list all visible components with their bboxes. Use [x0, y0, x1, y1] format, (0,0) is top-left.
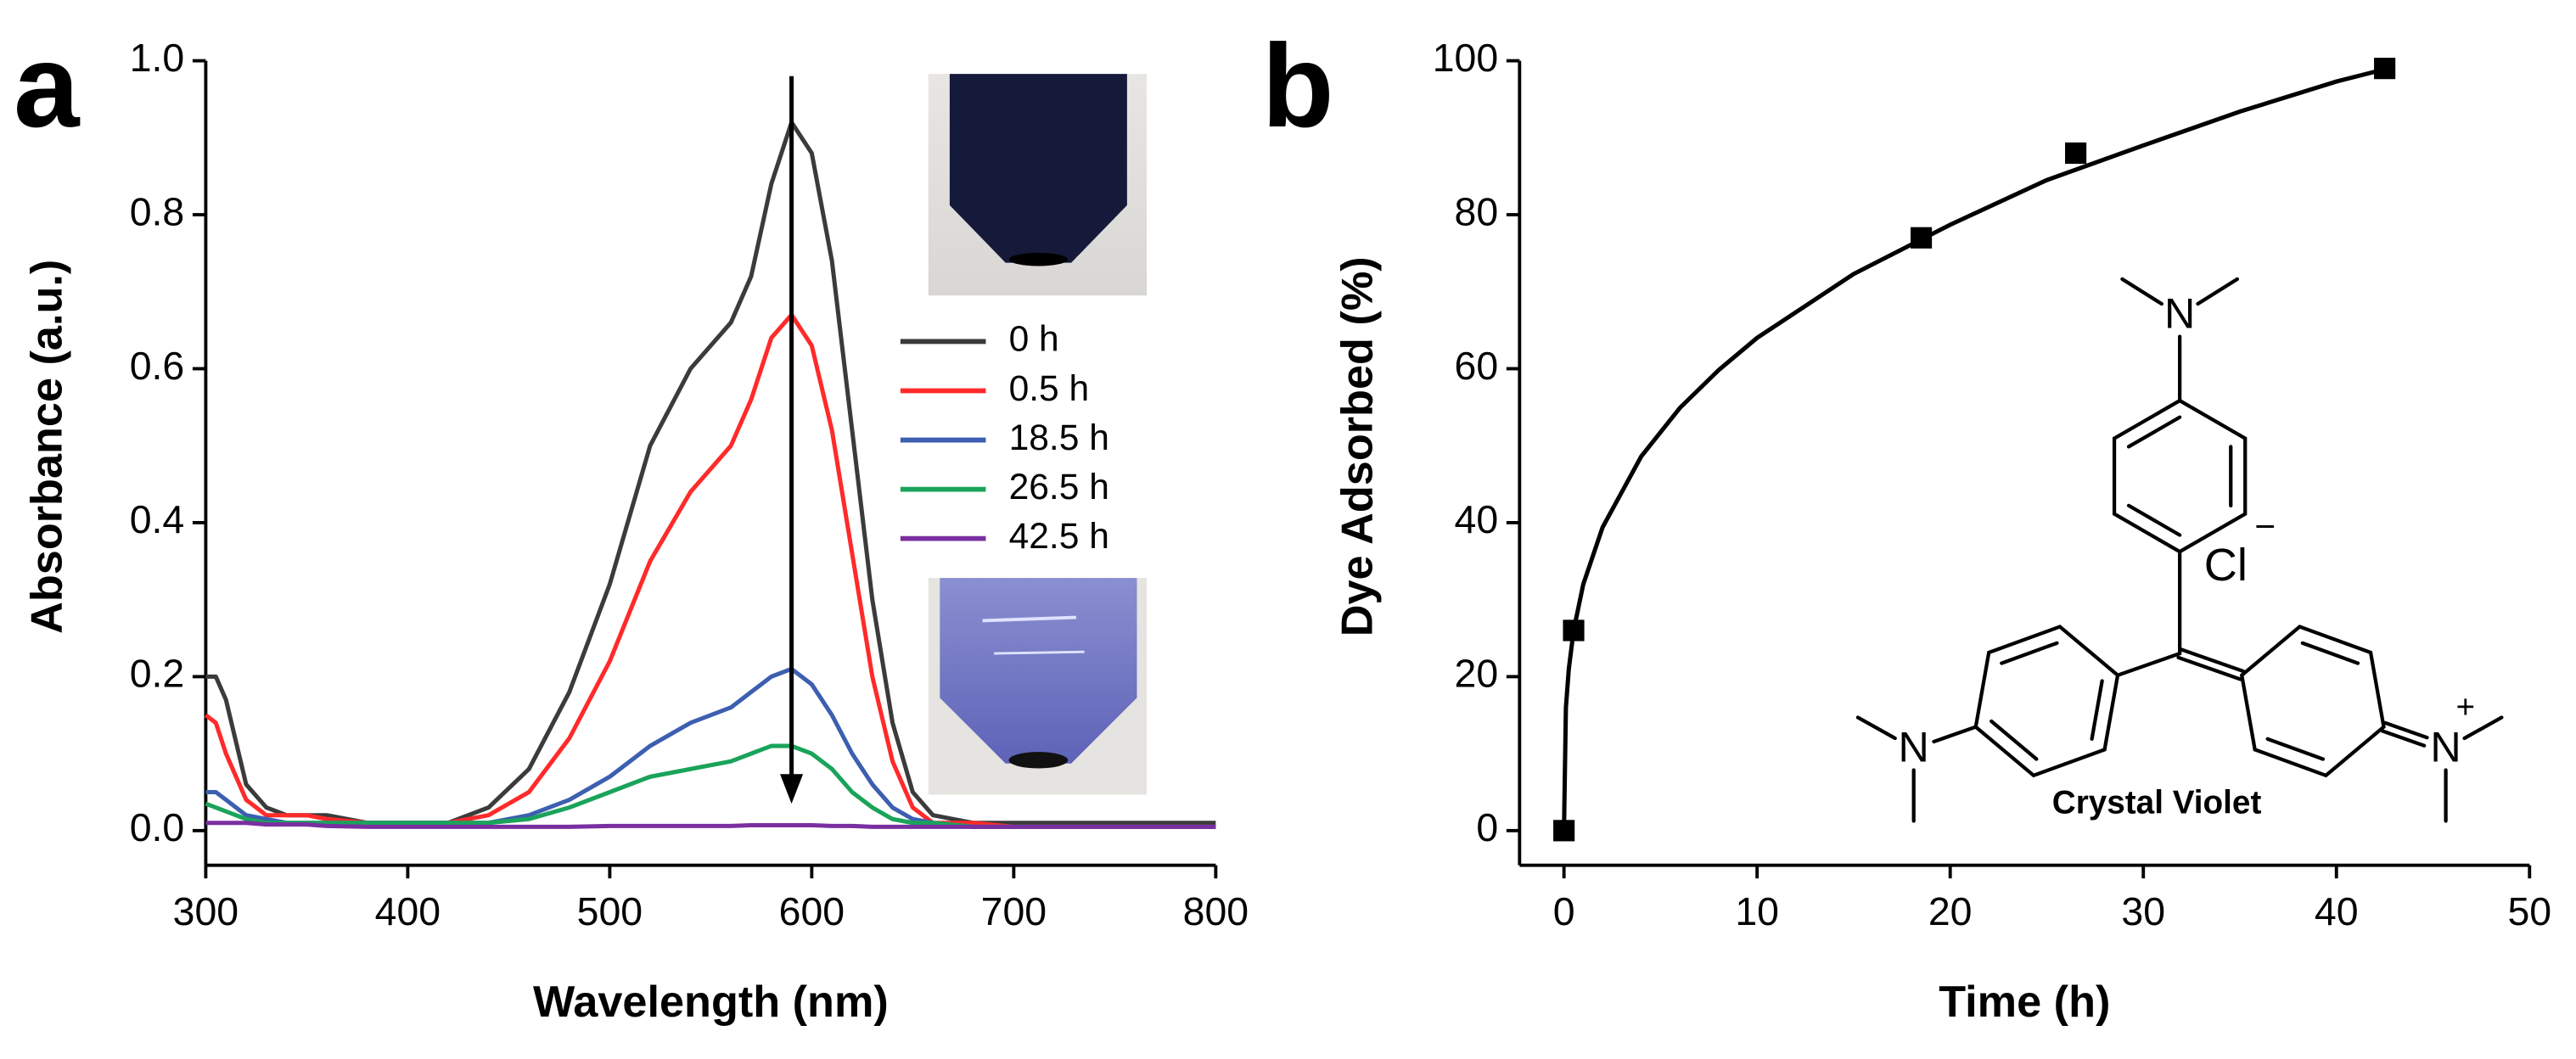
- legend-label: 0 h: [1009, 319, 1059, 360]
- ring-double-bond: [2300, 641, 2360, 665]
- legend-label: 26.5 h: [1009, 467, 1109, 507]
- x-tick-label: 30: [2121, 889, 2165, 933]
- ring-double-bond: [2000, 641, 2059, 665]
- x-axis-title: Time (h): [1939, 978, 2110, 1027]
- y-axis-title: Dye Adsorbed (%): [1333, 256, 1382, 636]
- y-tick-label: 0: [1476, 805, 1498, 849]
- x-tick-label: 10: [1735, 889, 1779, 933]
- x-tick-label: 600: [779, 889, 845, 933]
- bond: [2179, 647, 2246, 674]
- molecule-name: Crystal Violet: [2052, 784, 2262, 821]
- ring-double-bond: [2265, 737, 2326, 761]
- y-tick-label: 0.4: [130, 497, 185, 541]
- x-tick-label: 800: [1183, 889, 1249, 933]
- y-tick-label: 1.0: [130, 36, 185, 80]
- y-tick-label: 0.6: [130, 344, 185, 388]
- atom-label: N: [1899, 723, 1929, 771]
- x-tick-label: 300: [173, 889, 239, 933]
- ring: [2239, 625, 2386, 778]
- series-line: [205, 821, 1216, 829]
- x-tick-label: 20: [1928, 889, 1973, 933]
- fit-curve: [1562, 67, 2386, 831]
- data-point: [2374, 58, 2396, 80]
- arrow-head: [780, 774, 804, 804]
- cation-charge: +: [2456, 689, 2476, 726]
- atom-label: N: [2164, 289, 2195, 338]
- x-tick-label: 700: [981, 889, 1047, 933]
- panel-label: a: [14, 20, 81, 152]
- bond: [2380, 729, 2427, 748]
- x-axis-title: Wavelength (nm): [533, 978, 889, 1027]
- legend-label: 0.5 h: [1009, 368, 1090, 409]
- bond: [2196, 277, 2239, 306]
- data-point: [1563, 619, 1585, 642]
- structure: NN N+Cl−Crystal Violet: [1855, 277, 2504, 823]
- x-tick-label: 400: [375, 889, 441, 933]
- anion-charge: −: [2254, 506, 2276, 546]
- y-tick-label: 100: [1433, 36, 1498, 80]
- ring: [1973, 625, 2120, 778]
- legend-label: 18.5 h: [1009, 417, 1109, 458]
- photo-0h: [928, 74, 1148, 296]
- anion-label: Cl: [2204, 540, 2248, 591]
- bond: [2462, 715, 2504, 741]
- bond: [2383, 720, 2429, 740]
- bond: [2120, 277, 2164, 306]
- y-tick-label: 0.2: [130, 652, 185, 696]
- bond: [1932, 725, 1978, 744]
- y-tick-label: 20: [1455, 652, 1499, 696]
- ring-double-bond: [1990, 719, 2039, 761]
- x-tick-label: 50: [2507, 889, 2551, 933]
- y-axis-title: Absorbance (a.u.): [22, 260, 71, 634]
- y-tick-label: 80: [1455, 189, 1499, 233]
- legend-label: 42.5 h: [1009, 516, 1109, 557]
- data-point: [1910, 227, 1933, 249]
- ring: [2112, 398, 2248, 554]
- panel-label: b: [1262, 20, 1334, 152]
- data-point: [1553, 820, 1575, 842]
- y-tick-label: 60: [1455, 344, 1499, 388]
- ring-double-bond: [2126, 503, 2182, 537]
- data-point: [2065, 142, 2087, 165]
- ring-double-bond: [2126, 415, 2182, 449]
- photo-42h: [928, 578, 1148, 795]
- y-tick-label: 40: [1455, 497, 1499, 541]
- y-tick-label: 0.8: [130, 189, 185, 233]
- bond: [2115, 651, 2182, 677]
- ring-double-bond: [2090, 679, 2104, 741]
- atom-label: N: [2430, 723, 2461, 771]
- series-line: [204, 312, 1216, 829]
- x-tick-label: 40: [2315, 889, 2359, 933]
- bond: [1855, 715, 1897, 741]
- bond: [2176, 655, 2242, 681]
- x-tick-label: 0: [1553, 889, 1575, 933]
- x-tick-label: 500: [577, 889, 643, 933]
- y-tick-label: 0.0: [130, 805, 185, 849]
